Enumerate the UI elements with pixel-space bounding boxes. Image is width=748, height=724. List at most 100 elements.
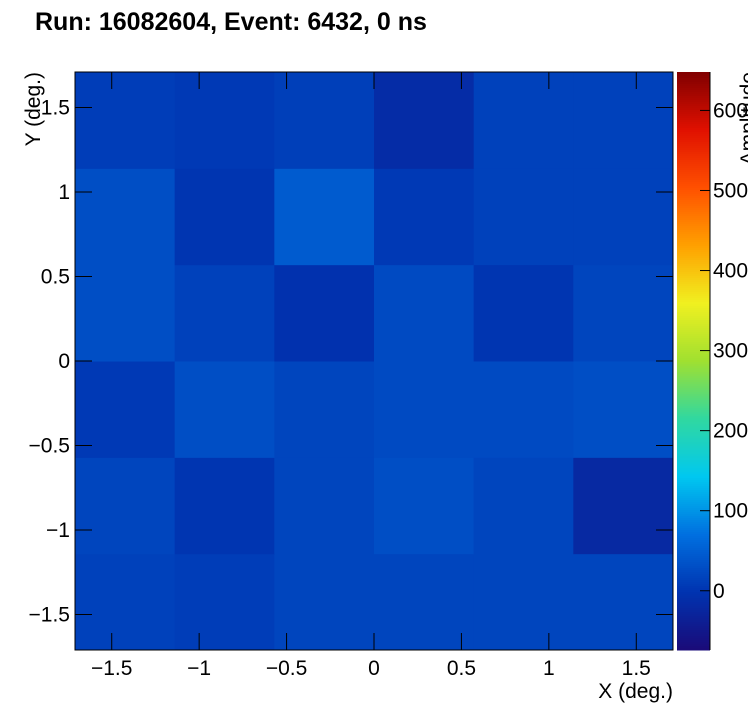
colorbar-strip: [677, 514, 710, 517]
colorbar-strip: [677, 362, 710, 365]
colorbar-strip: [677, 244, 710, 247]
colorbar-strip: [677, 220, 710, 223]
colorbar-strip: [677, 84, 710, 87]
colorbar-strip: [677, 104, 710, 107]
colorbar-strip: [677, 586, 710, 589]
colorbar-strip: [677, 228, 710, 231]
colorbar-strip: [677, 470, 710, 473]
colorbar-strip: [677, 546, 710, 549]
colorbar-strip: [677, 604, 710, 607]
colorbar-strip: [677, 618, 710, 621]
colorbar-strip: [677, 330, 710, 333]
colorbar-strip: [677, 292, 710, 295]
x-tick-label: −1: [187, 657, 211, 680]
colorbar-strip: [677, 178, 710, 181]
colorbar-strip: [677, 100, 710, 103]
colorbar-strip: [677, 86, 710, 89]
colorbar-strip: [677, 170, 710, 173]
colorbar-strip: [677, 486, 710, 489]
colorbar-strip: [677, 416, 710, 419]
colorbar-strip: [677, 462, 710, 465]
colorbar-strip: [677, 554, 710, 557]
colorbar-strip: [677, 560, 710, 563]
colorbar-strip: [677, 164, 710, 167]
colorbar-strip: [677, 572, 710, 575]
colorbar-strip: [677, 174, 710, 177]
y-tick-label: −1.5: [29, 604, 70, 627]
colorbar-strip: [677, 140, 710, 143]
colorbar-strip: [677, 294, 710, 297]
colorbar-strip: [677, 192, 710, 195]
colorbar-strip: [677, 508, 710, 511]
x-tick-label: 1: [543, 657, 555, 680]
x-tick-label: −0.5: [266, 657, 307, 680]
colorbar-strip: [677, 636, 710, 639]
colorbar-strip: [677, 262, 710, 265]
colorbar-strip: [677, 238, 710, 241]
colorbar-strip: [677, 400, 710, 403]
colorbar-strip: [677, 420, 710, 423]
colorbar-strip: [677, 320, 710, 323]
colorbar-strip: [677, 82, 710, 85]
colorbar-strip: [677, 78, 710, 81]
colorbar-strip: [677, 98, 710, 101]
colorbar-strip: [677, 644, 710, 647]
colorbar-strip: [677, 142, 710, 145]
heatmap-cell: [374, 168, 475, 266]
heatmap-cell: [573, 168, 674, 266]
colorbar-strip: [677, 234, 710, 237]
colorbar-strip: [677, 272, 710, 275]
heatmap-cell: [473, 457, 574, 555]
y-tick-label: 1.5: [41, 96, 70, 119]
colorbar-strip: [677, 392, 710, 395]
colorbar-strip: [677, 380, 710, 383]
colorbar-strip: [677, 584, 710, 587]
colorbar-strip: [677, 450, 710, 453]
colorbar-strip: [677, 408, 710, 411]
colorbar-strip: [677, 452, 710, 455]
colorbar-strip: [677, 626, 710, 629]
colorbar-strip: [677, 150, 710, 153]
colorbar-strip: [677, 624, 710, 627]
z-axis-title: Amplitude: [737, 72, 748, 165]
colorbar-strip: [677, 388, 710, 391]
colorbar-strip: [677, 188, 710, 191]
colorbar-strip: [677, 628, 710, 631]
y-tick-label: −1: [46, 519, 70, 542]
colorbar-strip: [677, 224, 710, 227]
colorbar-strip: [677, 344, 710, 347]
colorbar-strip: [677, 326, 710, 329]
colorbar-strip: [677, 390, 710, 393]
colorbar-strip: [677, 374, 710, 377]
colorbar-strip: [677, 438, 710, 441]
colorbar-strip: [677, 562, 710, 565]
colorbar-strip: [677, 338, 710, 341]
colorbar-strip: [677, 218, 710, 221]
colorbar-strip: [677, 122, 710, 125]
colorbar-strip: [677, 176, 710, 179]
heatmap-cell: [274, 72, 375, 169]
colorbar-strip: [677, 222, 710, 225]
colorbar-strip: [677, 376, 710, 379]
colorbar-strip: [677, 206, 710, 209]
colorbar-strip: [677, 120, 710, 123]
colorbar-strip: [677, 440, 710, 443]
colorbar-strip: [677, 324, 710, 327]
y-tick-label: 0.5: [41, 265, 70, 288]
colorbar-strip: [677, 288, 710, 291]
colorbar-strip: [677, 396, 710, 399]
colorbar-strip: [677, 590, 710, 593]
colorbar-strip: [677, 608, 710, 611]
colorbar-strip: [677, 482, 710, 485]
colorbar-strip: [677, 642, 710, 645]
x-tick-label: 0: [368, 657, 380, 680]
colorbar-strip: [677, 446, 710, 449]
colorbar-strip: [677, 208, 710, 211]
colorbar-strip: [677, 588, 710, 591]
colorbar-strip: [677, 216, 710, 219]
colorbar-strip: [677, 566, 710, 569]
colorbar-strip: [677, 418, 710, 421]
colorbar-strip: [677, 594, 710, 597]
colorbar-strip: [677, 622, 710, 625]
colorbar-strip: [677, 364, 710, 367]
